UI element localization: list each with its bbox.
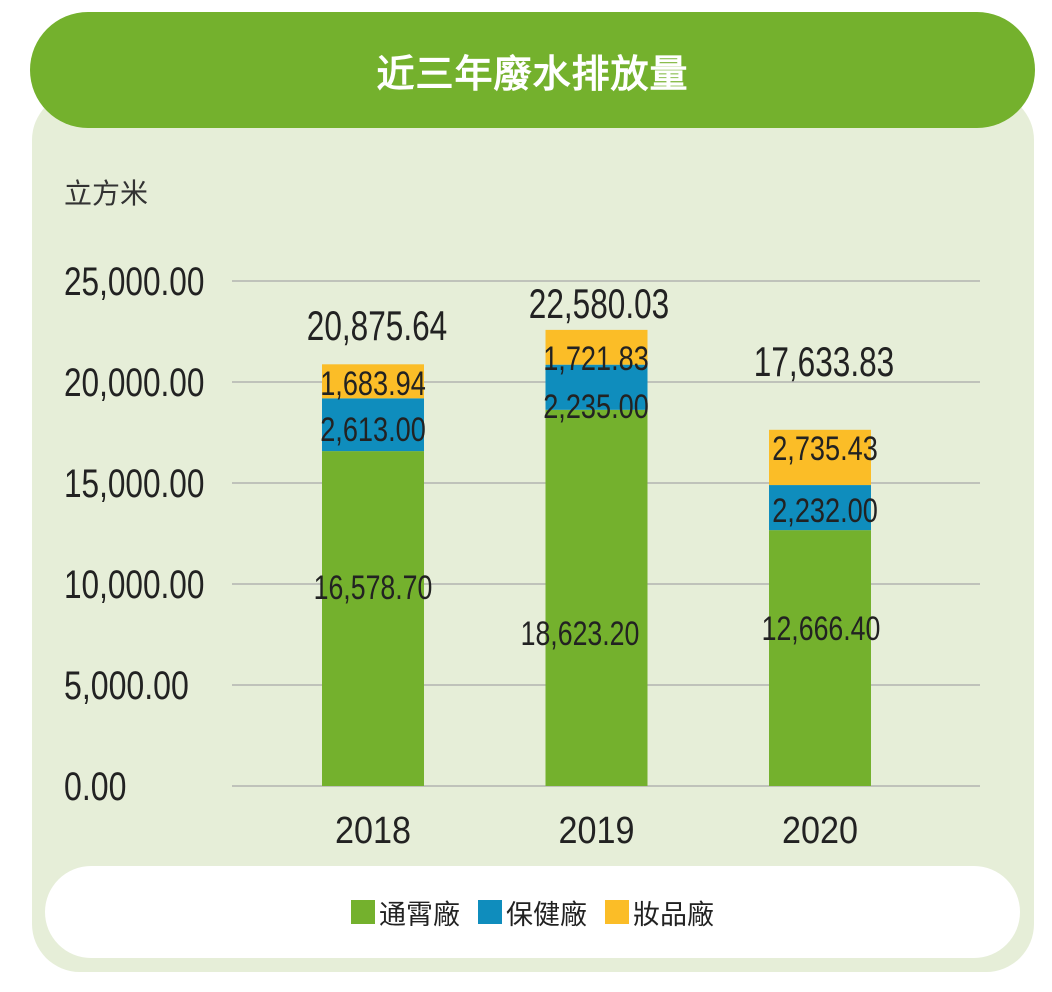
- y-axis-unit-label: 立方米: [64, 177, 149, 210]
- bar-segment: [322, 451, 424, 786]
- bar-segment: [545, 409, 648, 786]
- bar-segment: [545, 329, 648, 365]
- bar-segment: [322, 364, 424, 399]
- x-tick-label: 2020: [782, 810, 858, 852]
- bar-value-label: 2,613.00: [320, 411, 426, 449]
- bar-segment: [769, 530, 871, 786]
- legend-label-series-1: 保健廠: [506, 899, 587, 931]
- chart-legend: 通霄廠 保健廠 妝品廠: [45, 866, 1020, 958]
- y-tick-label: 5,000.00: [64, 664, 189, 708]
- bar-total-label: 20,875.64: [307, 302, 447, 349]
- bar-segment: [545, 364, 648, 410]
- legend-label-series-2: 妝品廠: [633, 899, 714, 931]
- x-tick-label: 2018: [335, 810, 411, 852]
- bar-value-label: 1,721.83: [543, 340, 649, 378]
- bar-value-label: 16,578.70: [314, 569, 433, 607]
- bar-value-label: 18,623.20: [521, 615, 640, 653]
- bar-segment: [769, 485, 871, 531]
- y-tick-label: 10,000.00: [64, 563, 204, 607]
- legend-item-series-2: 妝品廠: [605, 893, 714, 932]
- bar-segment: [322, 398, 424, 452]
- bar-value-label: 1,683.94: [320, 365, 426, 403]
- bar-value-label: 2,735.43: [772, 430, 878, 468]
- legend-item-series-1: 保健廠: [478, 893, 587, 932]
- y-tick-label: 0.00: [64, 765, 126, 809]
- bar-segment: [769, 429, 871, 486]
- bar-value-label: 12,666.40: [762, 610, 881, 648]
- y-tick-label: 20,000.00: [64, 361, 204, 405]
- bar-value-label: 2,235.00: [543, 388, 649, 426]
- chart-title: 近三年廢水排放量: [30, 12, 1035, 128]
- bar-value-label: 2,232.00: [772, 492, 878, 530]
- legend-item-series-0: 通霄廠: [351, 893, 460, 932]
- bar-total-label: 22,580.03: [529, 280, 669, 327]
- y-tick-label: 15,000.00: [64, 462, 204, 506]
- legend-swatch-series-0: [351, 900, 375, 924]
- bar-total-label: 17,633.83: [754, 338, 894, 385]
- legend-swatch-series-1: [478, 900, 502, 924]
- legend-swatch-series-2: [605, 900, 629, 924]
- x-tick-label: 2019: [559, 810, 635, 852]
- y-tick-label: 25,000.00: [64, 260, 204, 304]
- legend-label-series-0: 通霄廠: [379, 899, 460, 931]
